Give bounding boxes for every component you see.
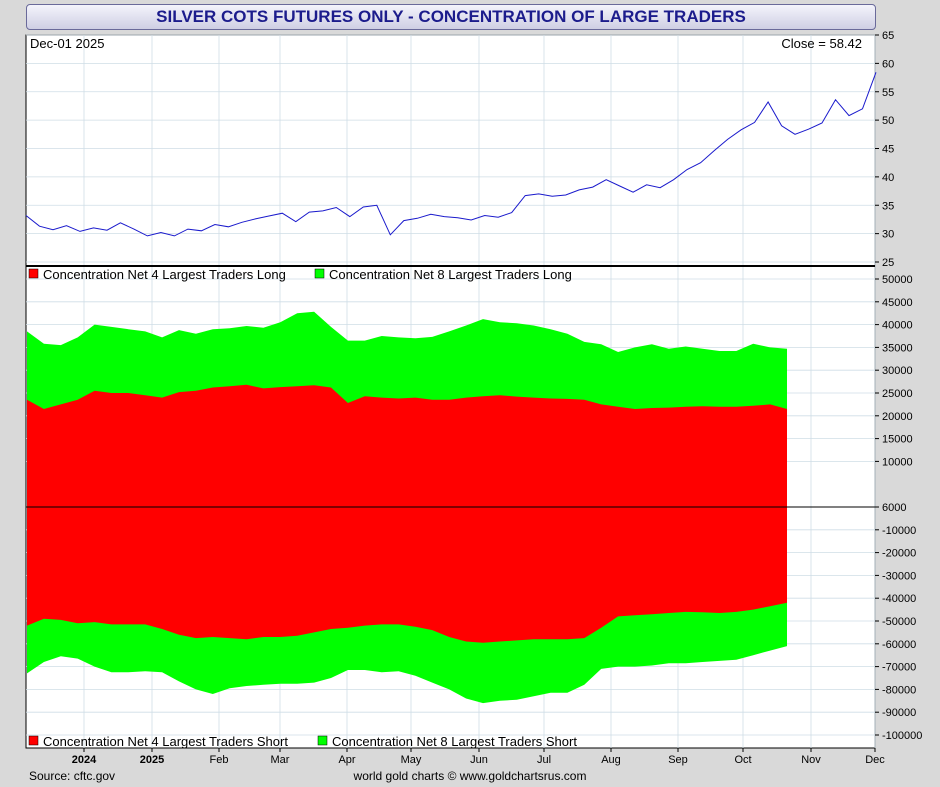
conc-tick-label: 6000: [882, 502, 906, 514]
x-tick-label: Apr: [338, 754, 355, 766]
credit-note: world gold charts © www.goldchartsrus.co…: [353, 769, 587, 783]
source-note: Source: cftc.gov: [29, 769, 115, 783]
x-tick-label: Sep: [668, 754, 688, 766]
conc-tick-label: 35000: [882, 342, 913, 354]
price-tick-label: 45: [882, 144, 894, 156]
legend-swatch-8-long: [314, 268, 325, 279]
x-tick-label: Jun: [470, 754, 488, 766]
price-tick-label: 65: [882, 30, 894, 42]
price-tick-label: 25: [882, 257, 894, 269]
price-tick-label: 35: [882, 200, 894, 212]
date-label: Dec-01 2025: [30, 36, 104, 51]
conc-tick-label: -30000: [882, 570, 916, 582]
area-4-long: [27, 384, 787, 507]
legend-8-short: Concentration Net 8 Largest Traders Shor…: [332, 734, 577, 749]
conc-tick-label: -40000: [882, 593, 916, 605]
area-4-short: [27, 507, 787, 643]
legend-swatch-4-long: [28, 268, 39, 279]
x-tick-label: Aug: [601, 754, 621, 766]
x-axis-ticks: 2024 2025 Feb Mar Apr May Jun Jul Aug Sep Oct Nov De…: [72, 748, 885, 766]
concentration-areas: [27, 311, 787, 704]
conc-tick-label: 45000: [882, 297, 913, 309]
conc-tick-label: -10000: [882, 525, 916, 537]
legend-4-long: Concentration Net 4 Largest Traders Long: [43, 267, 286, 282]
conc-tick-label: 20000: [882, 411, 913, 423]
x-tick-label: May: [401, 754, 422, 766]
price-line: [25, 72, 877, 237]
conc-tick-label: -90000: [882, 707, 916, 719]
conc-tick-label: 10000: [882, 456, 913, 468]
conc-tick-label: -80000: [882, 684, 916, 696]
price-tick-label: 55: [882, 87, 894, 99]
conc-tick-label: -20000: [882, 548, 916, 560]
x-tick-label: Feb: [210, 754, 229, 766]
conc-tick-label: 40000: [882, 320, 913, 332]
legend-8-long: Concentration Net 8 Largest Traders Long: [329, 267, 572, 282]
conc-tick-label: -50000: [882, 616, 916, 628]
legend-4-short: Concentration Net 4 Largest Traders Shor…: [43, 734, 288, 749]
legend-swatch-4-short: [28, 735, 39, 746]
price-tick-label: 30: [882, 229, 894, 241]
price-pane: [25, 34, 876, 267]
price-line-group: [25, 72, 877, 237]
x-tick-label: Nov: [801, 754, 821, 766]
conc-tick-label: -100000: [882, 730, 922, 742]
x-tick-label: 2024: [72, 754, 97, 766]
conc-tick-label: 30000: [882, 365, 913, 377]
x-tick-label: Oct: [734, 754, 751, 766]
legend-swatch-8-short: [317, 735, 328, 746]
price-tick-label: 40: [882, 172, 894, 184]
close-label: Close = 58.42: [781, 36, 862, 51]
x-tick-label: Jul: [537, 754, 551, 766]
price-tick-label: 60: [882, 58, 894, 70]
y-axis-ticks: 25 30 35 40 45 50 55 60 65 6000 10000 15000 20000 250…: [875, 30, 922, 742]
conc-tick-label: -60000: [882, 639, 916, 651]
x-tick-label: 2025: [140, 754, 164, 766]
conc-tick-label: 15000: [882, 434, 913, 446]
x-tick-label: Mar: [271, 754, 290, 766]
chart-title: SILVER COTS FUTURES ONLY - CONCENTRATION…: [26, 4, 876, 30]
conc-tick-label: 50000: [882, 274, 913, 286]
conc-tick-label: 25000: [882, 388, 913, 400]
x-tick-label: Dec: [865, 754, 885, 766]
price-tick-label: 50: [882, 115, 894, 127]
conc-tick-label: -70000: [882, 662, 916, 674]
